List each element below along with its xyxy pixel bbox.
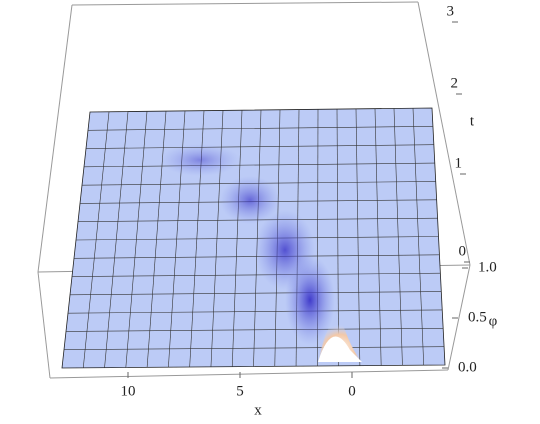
phi-tick-label: 1.0 — [478, 259, 497, 275]
x-tick-label: 10 — [121, 383, 136, 399]
surface-grid-line — [71, 272, 441, 277]
surface-grid-line — [67, 309, 443, 314]
t-tick-label: 0 — [459, 243, 467, 259]
t-tick-label: 1 — [455, 155, 463, 171]
phi-tick-label: 0.0 — [458, 359, 477, 375]
surface-grid-line — [85, 144, 434, 149]
phi-axis-label: φ — [489, 313, 498, 329]
surface-grid-line — [83, 162, 435, 168]
surface-grid-line — [87, 126, 433, 131]
surface-grid-line — [63, 346, 445, 351]
surface-grid-line — [65, 327, 444, 332]
x-axis-label: x — [254, 402, 262, 418]
phi-tick-label: 0.5 — [468, 309, 487, 325]
surface-grid-line — [69, 291, 442, 296]
t-tick-label: 2 — [451, 75, 459, 91]
t-tick-label: 3 — [447, 3, 455, 19]
t-axis-label: t — [470, 113, 475, 129]
surface-ridge — [160, 144, 362, 362]
x-tick-label: 5 — [236, 383, 244, 399]
x-tick-label: 0 — [348, 383, 356, 399]
